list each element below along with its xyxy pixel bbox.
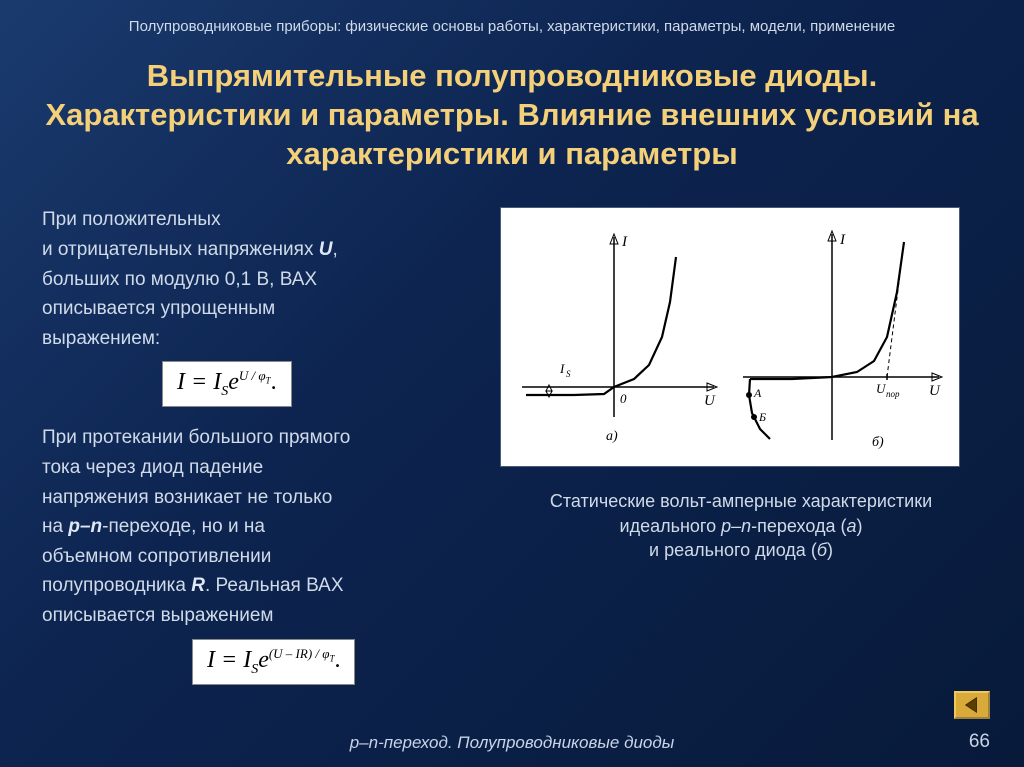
svg-text:U: U (704, 393, 716, 409)
svg-text:I: I (621, 234, 628, 250)
cap-l3-b: б (817, 540, 827, 560)
cap-l2-a: а (846, 516, 856, 536)
cap-l1: Статические вольт-амперные характеристик… (510, 489, 972, 513)
para2-line1: При протекании большого прямого (42, 425, 472, 451)
para2-line5: объемном сопротивлении (42, 544, 472, 570)
svg-text:U: U (929, 383, 941, 399)
para1-l2-U: U (319, 239, 333, 260)
para2-line2: тока через диод падение (42, 455, 472, 481)
para2-line3: напряжения возникает не только (42, 485, 472, 511)
svg-text:а): а) (606, 429, 618, 444)
plot-b: АБIUUпорб) (737, 222, 947, 452)
formula-2: I = ISe(U – IR) / φT. (192, 639, 355, 685)
para1-line3: больших по модулю 0,1 В, ВАХ (42, 267, 472, 293)
svg-text:б): б) (872, 435, 884, 450)
footer-text: p–n-переход. Полупроводниковые диоды (0, 733, 1024, 753)
para1-line5: выражением: (42, 326, 472, 352)
p2l6-tail: . Реальная ВАХ (205, 575, 344, 596)
cap-l2-pre: идеального (620, 516, 722, 536)
cap-l2-mid: -перехода ( (751, 516, 846, 536)
svg-text:I: I (559, 361, 565, 376)
svg-text:пор: пор (886, 389, 900, 399)
cap-l3: и реального диода (б) (510, 538, 972, 562)
f2-lhs: I = I (207, 647, 251, 673)
formula-1: I = ISeU / φT. (162, 361, 292, 407)
footer-caption: p–n-переход. Полупроводниковые диоды (350, 733, 675, 752)
nav-back-button[interactable] (954, 691, 990, 719)
cap-l3-pre: и реального диода ( (649, 540, 817, 560)
svg-text:Б: Б (758, 410, 766, 424)
page-title: Выпрямительные полупроводниковые диоды. … (0, 43, 1024, 197)
p2l4-tail: -переходе, но и на (102, 516, 265, 537)
content-area: При положительных и отрицательных напряж… (0, 197, 1024, 702)
para1-line2: и отрицательных напряжениях U, (42, 237, 472, 263)
cap-l2: идеального p–n-перехода (а) (510, 514, 972, 538)
para1-line4: описывается упрощенным (42, 296, 472, 322)
para1-l2-pre: и отрицательных напряжениях (42, 239, 319, 260)
f2-sup: (U – IR) / φT (269, 646, 335, 661)
svg-text:S: S (566, 369, 571, 379)
f2-e: e (258, 647, 269, 673)
para1-line1: При положительных (42, 207, 472, 233)
plot-a: IU0ISа) (514, 222, 724, 452)
f1-sup-main: U / φ (239, 368, 266, 383)
f1-e: e (228, 369, 239, 395)
svg-text:0: 0 (620, 391, 627, 406)
triangle-left-icon (963, 696, 981, 714)
para1-l2-tail: , (332, 239, 337, 260)
iv-chart-panel: IU0ISа) АБIUUпорб) (500, 207, 960, 467)
f2-tail: . (334, 647, 340, 673)
f1-sup: U / φT (239, 368, 271, 383)
svg-text:А: А (753, 386, 762, 400)
f1-tail: . (271, 369, 277, 395)
para2-line6: полупроводника R. Реальная ВАХ (42, 573, 472, 599)
header-strip: Полупроводниковые приборы: физические ос… (0, 0, 1024, 43)
page-number: 66 (969, 731, 990, 753)
para2-line7: описывается выражением (42, 603, 472, 629)
p2l4-pre: на (42, 516, 68, 537)
f2-sup-main: (U – IR) / φ (269, 646, 330, 661)
cap-l3-tail: ) (827, 540, 833, 560)
para2-line4: на p–n-переходе, но и на (42, 514, 472, 540)
cap-l2-pn: p–n (721, 516, 751, 536)
right-column: IU0ISа) АБIUUпорб) Статические вольт-амп… (500, 207, 982, 702)
chart-caption: Статические вольт-амперные характеристик… (500, 489, 982, 562)
f1-lhs: I = I (177, 369, 221, 395)
left-column: При положительных и отрицательных напряж… (42, 207, 472, 702)
p2l4-pn: p–n (68, 516, 102, 537)
p2l6-pre: полупроводника (42, 575, 191, 596)
svg-text:I: I (839, 232, 846, 248)
p2l6-R: R (191, 575, 205, 596)
cap-l2-tail: ) (856, 516, 862, 536)
